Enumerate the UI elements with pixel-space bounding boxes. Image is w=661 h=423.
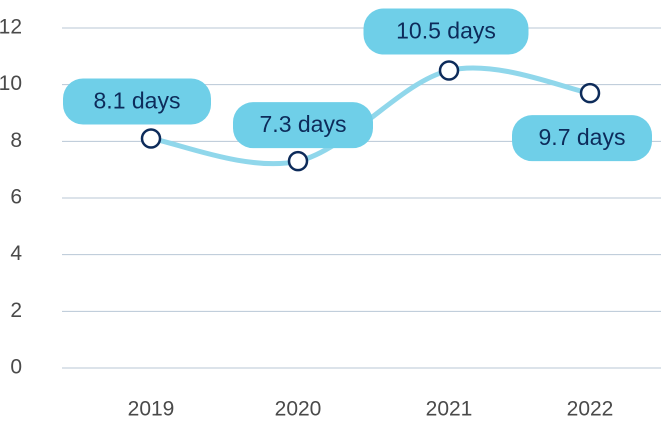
x-tick-label: 2022 [567,398,614,421]
y-tick-label: 4 [10,242,22,265]
marker [140,128,162,149]
x-tick-label: 2021 [426,398,473,421]
y-tick-label: 8 [10,129,22,152]
data-label: 9.7 days [539,124,626,150]
marker [438,60,460,81]
marker [287,150,309,172]
data-label: 10.5 days [396,18,496,44]
marker [579,82,601,104]
y-tick-label: 10 [0,72,22,95]
x-tick-label: 2019 [128,398,175,421]
y-tick-label: 0 [10,356,22,379]
data-label: 7.3 days [260,111,347,137]
line [148,65,593,167]
label-bubble [63,78,211,125]
x-tick-label: 2020 [275,398,322,421]
data-label: 8.1 days [94,88,181,114]
y-tick-label: 2 [10,299,22,322]
y-tick-label: 12 [0,16,22,39]
label-bubble [363,8,529,55]
label-bubble [512,115,652,162]
label-bubble [233,102,373,149]
y-tick-label: 6 [10,186,22,209]
